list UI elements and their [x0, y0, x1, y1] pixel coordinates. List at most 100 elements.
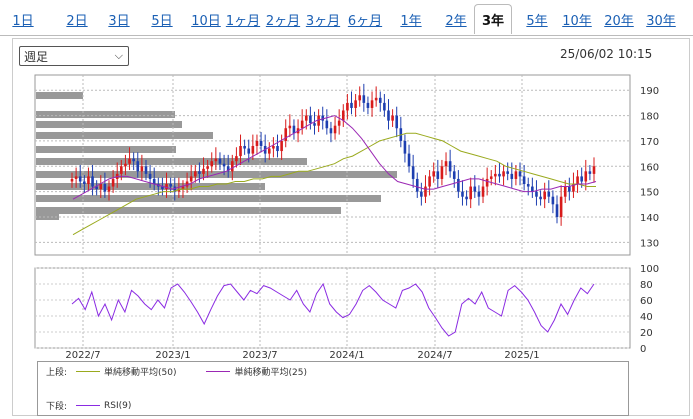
- candle-body: [432, 171, 436, 177]
- candle-body: [136, 161, 140, 172]
- candle-body: [370, 100, 374, 108]
- volume-profile-bar: [36, 158, 307, 165]
- candle-body: [333, 125, 337, 134]
- candle-body: [378, 97, 382, 103]
- tab-11[interactable]: 3年: [474, 4, 512, 34]
- candle-body: [259, 140, 263, 146]
- candle-body: [341, 110, 345, 121]
- tab-4[interactable]: 10日: [191, 13, 221, 29]
- candle-body: [103, 184, 107, 192]
- candle-body: [444, 161, 448, 167]
- candle-body: [152, 178, 156, 185]
- candle-body: [407, 153, 411, 167]
- candle-body: [350, 102, 353, 108]
- candle-body: [461, 191, 464, 197]
- candle-body: [83, 181, 86, 185]
- tab-2[interactable]: 3日: [108, 13, 130, 29]
- candle-body: [173, 186, 177, 192]
- tab-12[interactable]: 5年: [526, 13, 548, 29]
- tab-6[interactable]: 2ヶ月: [265, 13, 301, 29]
- candle-body: [374, 97, 378, 101]
- candle-body: [78, 176, 82, 182]
- chart-timestamp: 25/06/02 10:15: [560, 47, 653, 61]
- candle-body: [485, 178, 489, 187]
- candle-body: [267, 148, 271, 154]
- x-tick-label: 2025/1: [504, 350, 539, 361]
- candle-body: [337, 120, 341, 126]
- candle-body: [194, 171, 197, 177]
- volume-profile-bar: [36, 92, 83, 99]
- x-tick-label: 2023/1: [155, 350, 190, 361]
- candle-body: [498, 173, 501, 177]
- candle-body: [568, 186, 571, 192]
- tab-1[interactable]: 2日: [66, 13, 88, 29]
- candle-body: [99, 184, 103, 190]
- candle-body: [255, 140, 259, 146]
- rsi-tick-label: 20: [640, 328, 653, 339]
- candle-body: [448, 161, 452, 172]
- candle-body: [247, 148, 251, 154]
- candle-body: [185, 181, 189, 187]
- candle-body: [91, 176, 94, 187]
- tab-10[interactable]: 2年: [445, 13, 467, 29]
- candle-body: [502, 171, 505, 177]
- candle-body: [489, 176, 493, 179]
- candle-body: [580, 176, 583, 182]
- ma50-line: [72, 132, 596, 236]
- legend-lower-label: 下段:: [46, 402, 68, 412]
- candle-body: [317, 115, 320, 126]
- tab-7[interactable]: 3ヶ月: [305, 13, 341, 29]
- legend-text-ma25: 単純移動平均(25): [234, 368, 307, 378]
- legend-row-upper: 上段: 単純移動平均(50) 単純移動平均(25): [46, 365, 337, 378]
- legend-text-rsi: RSI(9): [104, 400, 132, 411]
- candle-body: [243, 145, 246, 149]
- candle-body: [148, 173, 152, 179]
- tab-5[interactable]: 1ヶ月: [225, 13, 261, 29]
- volume-profile-bar: [36, 146, 176, 153]
- candle-body: [535, 191, 538, 197]
- candle-body: [465, 196, 468, 200]
- tab-9[interactable]: 1年: [400, 13, 422, 29]
- candle-period-value: 週足: [24, 49, 49, 64]
- candle-body: [132, 158, 135, 162]
- candle-body: [531, 186, 534, 192]
- candle-period-select[interactable]: 週足 ⌵: [19, 46, 129, 66]
- candle-body: [362, 95, 366, 103]
- rsi-tick-label: 60: [640, 296, 653, 307]
- volume-profile-bar: [36, 132, 213, 139]
- tab-3[interactable]: 5日: [151, 13, 173, 29]
- price-tick-label: 190: [640, 86, 659, 97]
- candle-body: [510, 173, 514, 179]
- tab-15[interactable]: 30年: [646, 13, 676, 29]
- candle-body: [111, 178, 115, 187]
- candle-body: [572, 184, 575, 192]
- candle-body: [411, 166, 415, 179]
- price-tick-label: 170: [640, 137, 659, 148]
- candle-body: [506, 171, 509, 174]
- tab-14[interactable]: 20年: [604, 13, 634, 29]
- period-tabs: 1日 2日 3日 5日 10日 1ヶ月 2ヶ月 3ヶ月 6ヶ月 1年 2年 3年 5年 10年 20年 30年: [0, 0, 693, 36]
- candle-body: [358, 95, 362, 101]
- price-tick-label: 180: [640, 112, 659, 123]
- candle-body: [272, 145, 275, 149]
- volume-profile-bar: [36, 121, 182, 128]
- candle-body: [366, 102, 370, 108]
- candle-body: [165, 184, 168, 190]
- tab-8[interactable]: 6ヶ月: [347, 13, 383, 29]
- legend-item-ma50: 単純移動平均(50): [76, 365, 176, 378]
- candle-body: [189, 176, 193, 182]
- candle-body: [214, 158, 218, 162]
- tab-13[interactable]: 10年: [562, 13, 592, 29]
- candle-body: [321, 115, 325, 121]
- candle-body: [181, 186, 185, 190]
- candle-body: [473, 186, 477, 192]
- candle-body: [202, 168, 205, 174]
- candle-body: [584, 171, 588, 182]
- candle-body: [346, 102, 349, 111]
- candle-body: [477, 191, 481, 197]
- candle-body: [481, 186, 485, 197]
- legend-box: 上段: 単純移動平均(50) 単純移動平均(25) 下段: RSI(9): [37, 361, 629, 416]
- tab-0[interactable]: 1日: [12, 13, 34, 29]
- candle-body: [288, 125, 292, 129]
